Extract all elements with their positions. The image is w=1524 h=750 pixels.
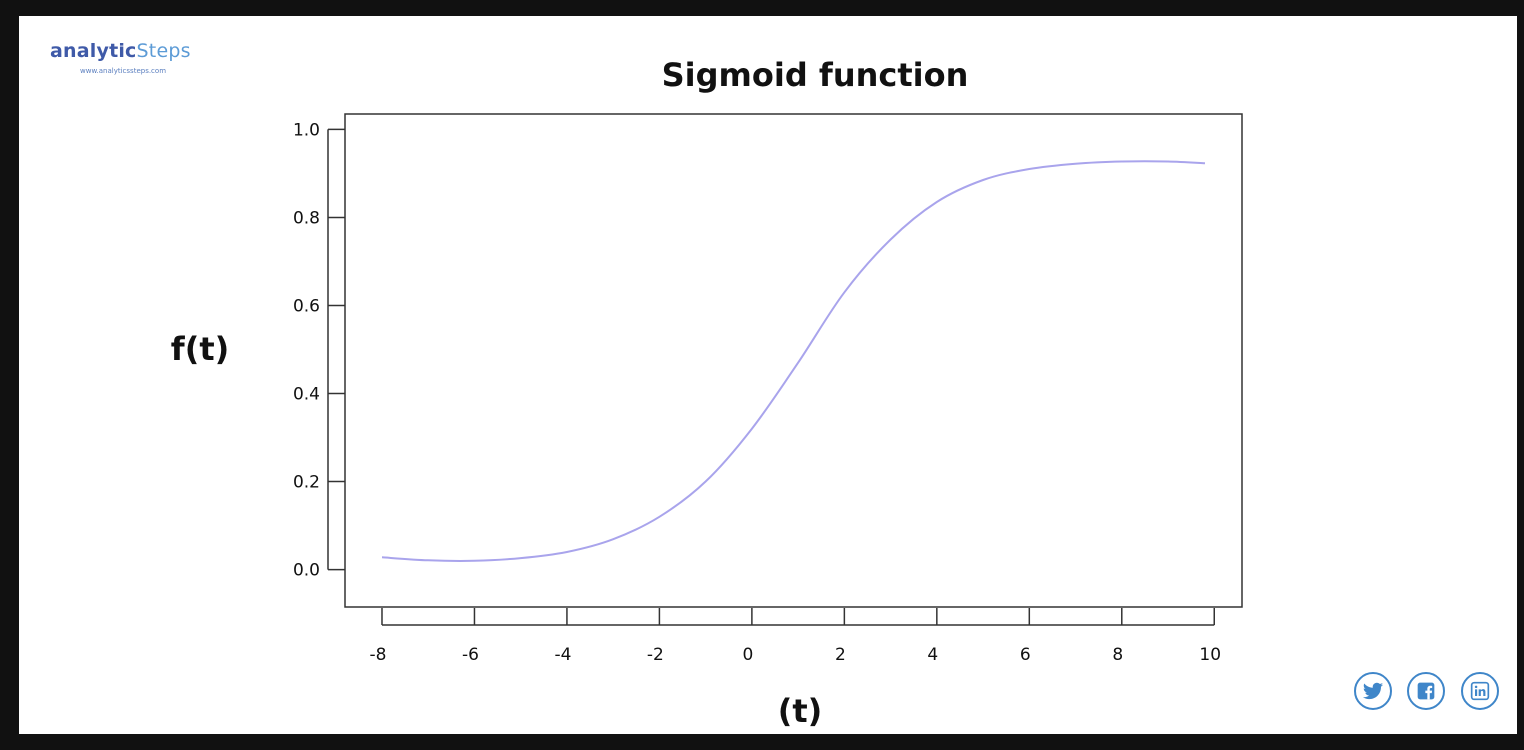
x-tick-label: 6 <box>1020 645 1031 665</box>
image-frame <box>19 16 1517 734</box>
twitter-icon <box>1362 682 1384 700</box>
linkedin-icon <box>1470 681 1490 701</box>
x-tick-label: -8 <box>370 645 387 665</box>
facebook-share-button[interactable] <box>1407 672 1445 710</box>
x-tick-label: 0 <box>742 645 753 665</box>
y-tick-label: 0.4 <box>293 385 320 405</box>
x-tick-label: 4 <box>927 645 938 665</box>
y-tick-label: 0.0 <box>293 561 320 581</box>
brand-url: www.analyticssteps.com <box>80 67 167 75</box>
facebook-icon <box>1417 682 1435 700</box>
x-tick-label: -6 <box>462 645 479 665</box>
x-tick-label: -2 <box>647 645 664 665</box>
y-tick-label: 0.6 <box>293 296 320 316</box>
linkedin-share-button[interactable] <box>1461 672 1499 710</box>
y-axis: 0.0 0.2 0.4 0.6 0.8 1.0 <box>293 120 345 581</box>
y-tick-label: 0.2 <box>293 473 320 493</box>
sigmoid-curve <box>381 160 1206 562</box>
chart-title: Sigmoid function <box>662 56 969 94</box>
x-axis: -8 -6 -4 -2 0 2 4 6 8 10 <box>370 608 1221 665</box>
x-tick-label: 8 <box>1112 645 1123 665</box>
y-tick-label: 1.0 <box>293 120 320 140</box>
x-tick-label: 10 <box>1199 645 1221 665</box>
brand-name: analyticSteps <box>50 40 191 62</box>
x-axis-label: (t) <box>778 692 823 730</box>
twitter-share-button[interactable] <box>1354 672 1392 710</box>
y-tick-label: 0.8 <box>293 208 320 228</box>
brand-logo[interactable]: analyticSteps www.analyticssteps.com <box>50 40 250 80</box>
y-axis-label: f(t) <box>171 330 229 368</box>
x-tick-label: -4 <box>554 645 571 665</box>
x-tick-label: 2 <box>835 645 846 665</box>
plot-frame <box>344 113 1243 608</box>
